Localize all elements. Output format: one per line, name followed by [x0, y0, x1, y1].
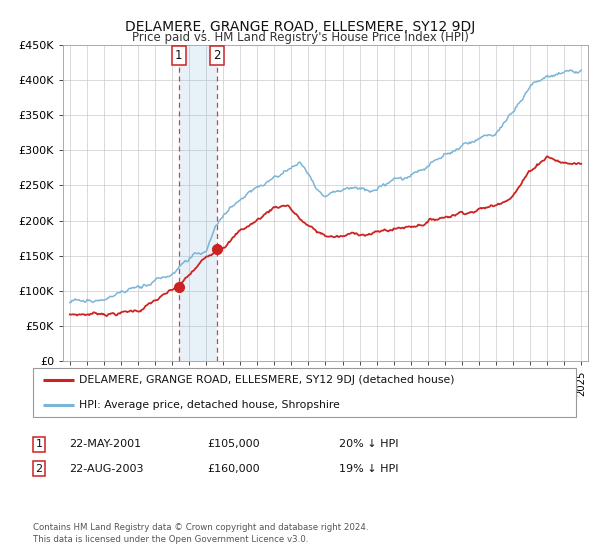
Text: £160,000: £160,000: [207, 464, 260, 474]
Text: HPI: Average price, detached house, Shropshire: HPI: Average price, detached house, Shro…: [79, 400, 340, 410]
Text: Contains HM Land Registry data © Crown copyright and database right 2024.
This d: Contains HM Land Registry data © Crown c…: [33, 523, 368, 544]
Text: £105,000: £105,000: [207, 439, 260, 449]
Text: 22-MAY-2001: 22-MAY-2001: [69, 439, 141, 449]
Text: 1: 1: [35, 439, 43, 449]
Text: 1: 1: [175, 49, 182, 62]
Text: Price paid vs. HM Land Registry's House Price Index (HPI): Price paid vs. HM Land Registry's House …: [131, 31, 469, 44]
Text: DELAMERE, GRANGE ROAD, ELLESMERE, SY12 9DJ (detached house): DELAMERE, GRANGE ROAD, ELLESMERE, SY12 9…: [79, 375, 455, 385]
Text: 20% ↓ HPI: 20% ↓ HPI: [339, 439, 398, 449]
Text: 2: 2: [214, 49, 221, 62]
Text: DELAMERE, GRANGE ROAD, ELLESMERE, SY12 9DJ: DELAMERE, GRANGE ROAD, ELLESMERE, SY12 9…: [125, 20, 475, 34]
Text: 2: 2: [35, 464, 43, 474]
Text: 22-AUG-2003: 22-AUG-2003: [69, 464, 143, 474]
Text: 19% ↓ HPI: 19% ↓ HPI: [339, 464, 398, 474]
Bar: [179, 45, 217, 361]
